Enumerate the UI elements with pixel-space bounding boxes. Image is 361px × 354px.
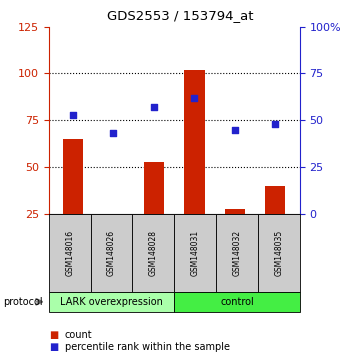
Text: GSM148031: GSM148031 bbox=[191, 230, 200, 276]
Bar bbox=[144, 162, 164, 261]
Text: GSM148026: GSM148026 bbox=[107, 230, 116, 276]
Text: protocol: protocol bbox=[4, 297, 43, 307]
Text: GSM148032: GSM148032 bbox=[232, 230, 242, 276]
Text: GDS2553 / 153794_at: GDS2553 / 153794_at bbox=[107, 9, 254, 22]
Point bbox=[110, 131, 116, 136]
Text: ■: ■ bbox=[49, 330, 58, 339]
Text: count: count bbox=[65, 330, 93, 339]
Text: GSM148016: GSM148016 bbox=[65, 230, 74, 276]
Text: LARK overexpression: LARK overexpression bbox=[60, 297, 163, 307]
Bar bbox=[184, 70, 205, 261]
Text: percentile rank within the sample: percentile rank within the sample bbox=[65, 342, 230, 352]
Point bbox=[273, 121, 278, 127]
Point bbox=[192, 95, 197, 101]
Text: ■: ■ bbox=[49, 342, 58, 352]
Point bbox=[151, 104, 157, 110]
Text: GSM148028: GSM148028 bbox=[149, 230, 158, 276]
Bar bbox=[103, 214, 123, 261]
Text: GSM148035: GSM148035 bbox=[274, 230, 283, 276]
Text: control: control bbox=[220, 297, 254, 307]
Point bbox=[70, 112, 76, 118]
Bar bbox=[265, 186, 286, 261]
Point bbox=[232, 127, 238, 132]
Bar bbox=[63, 139, 83, 261]
Bar bbox=[225, 209, 245, 261]
